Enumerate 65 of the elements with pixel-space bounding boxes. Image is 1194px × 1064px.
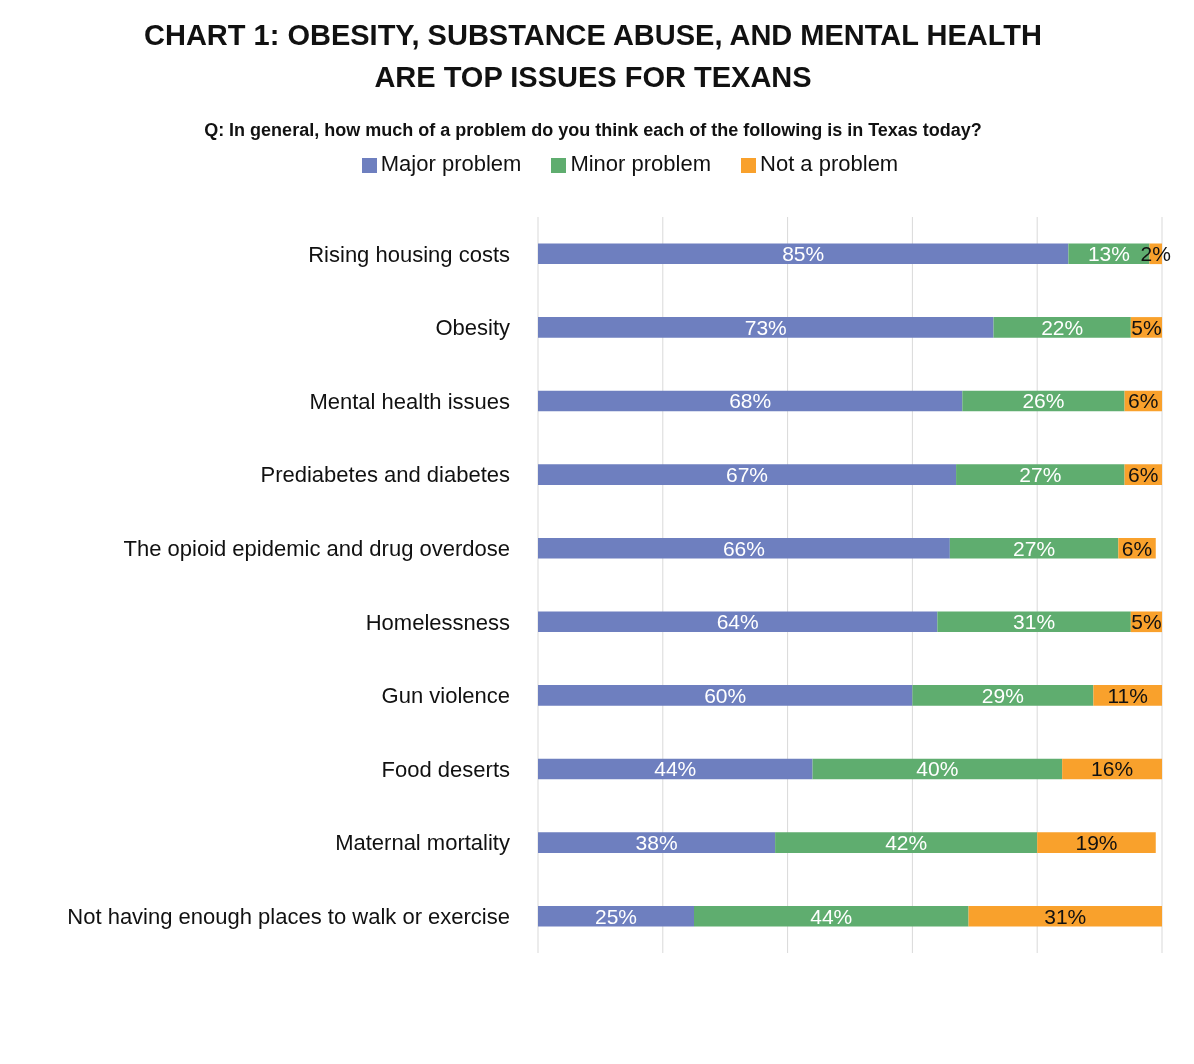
data-label: 40% — [916, 757, 959, 781]
bar — [968, 905, 1162, 927]
bar — [538, 464, 957, 485]
data-label: 64% — [716, 610, 759, 634]
data-label: 19% — [1075, 831, 1118, 855]
bar — [538, 685, 913, 706]
data-label: 6% — [1121, 536, 1153, 560]
data-label: 25% — [594, 904, 638, 928]
bar — [937, 611, 1131, 633]
bar — [538, 537, 950, 559]
bar — [538, 317, 994, 338]
bar — [538, 905, 694, 927]
bar — [694, 905, 969, 927]
data-label: 29% — [981, 683, 1024, 707]
data-label: 2% — [1140, 242, 1171, 266]
data-label: 44% — [810, 904, 853, 928]
data-label: 6% — [1128, 389, 1159, 413]
data-label: 68% — [729, 389, 772, 413]
data-label: 66% — [722, 536, 765, 560]
y-tick-label: Obesity — [435, 315, 510, 341]
y-tick-label: Homelessness — [365, 609, 510, 635]
y-tick-label: Food deserts — [381, 756, 510, 782]
y-tick-label: Maternal mortality — [335, 830, 510, 856]
bar — [1037, 832, 1156, 853]
data-label: 27% — [1019, 463, 1062, 487]
bar — [993, 317, 1131, 338]
data-label: 13% — [1087, 242, 1130, 266]
chart-title: CHART 1: OBESITY, SUBSTANCE ABUSE, AND MENTAL HEALTH ARE TOP ISSUES FOR TEXANS — [143, 18, 1043, 95]
data-label: 5% — [1131, 315, 1162, 339]
data-label: 27% — [1013, 536, 1056, 560]
legend-label: Not a problem — [760, 151, 899, 176]
y-tick-label: Prediabetes and diabetes — [260, 462, 510, 488]
bar — [949, 537, 1119, 559]
bar — [812, 758, 1063, 780]
data-label: 44% — [654, 757, 697, 781]
data-label: 38% — [635, 831, 678, 855]
legend-label: Minor problem — [570, 151, 712, 176]
bar — [956, 464, 1125, 485]
data-label: 73% — [744, 315, 787, 339]
data-label: 26% — [1022, 389, 1065, 413]
y-tick-label: Gun violence — [381, 683, 510, 709]
bar — [538, 832, 776, 853]
legend-label: Major problem — [380, 151, 522, 176]
data-label: 11% — [1107, 683, 1148, 707]
data-label: 31% — [1013, 610, 1056, 634]
data-label: 60% — [704, 683, 747, 707]
data-label: 16% — [1091, 757, 1134, 781]
bar — [775, 832, 1038, 853]
data-label: 67% — [726, 463, 769, 487]
bar — [538, 390, 963, 412]
y-tick-label: Not having enough places to walk or exercise — [67, 904, 510, 930]
bar — [912, 685, 1094, 706]
y-tick-label: Mental health issues — [309, 388, 510, 414]
data-label: 22% — [1041, 315, 1084, 339]
chart-subtitle: Q: In general, how much of a problem do you think each of the following is in Texas today? — [203, 120, 983, 141]
bar — [538, 611, 938, 633]
data-label: 42% — [885, 831, 928, 855]
bar — [538, 243, 1069, 265]
y-tick-label: Rising housing costs — [308, 241, 510, 267]
y-tick-label: The opioid epidemic and drug overdose — [123, 536, 510, 562]
data-label: 31% — [1044, 904, 1087, 928]
data-label: 85% — [782, 242, 825, 266]
data-label: 5% — [1131, 610, 1162, 634]
data-label: 6% — [1128, 463, 1159, 487]
bar — [538, 758, 813, 780]
